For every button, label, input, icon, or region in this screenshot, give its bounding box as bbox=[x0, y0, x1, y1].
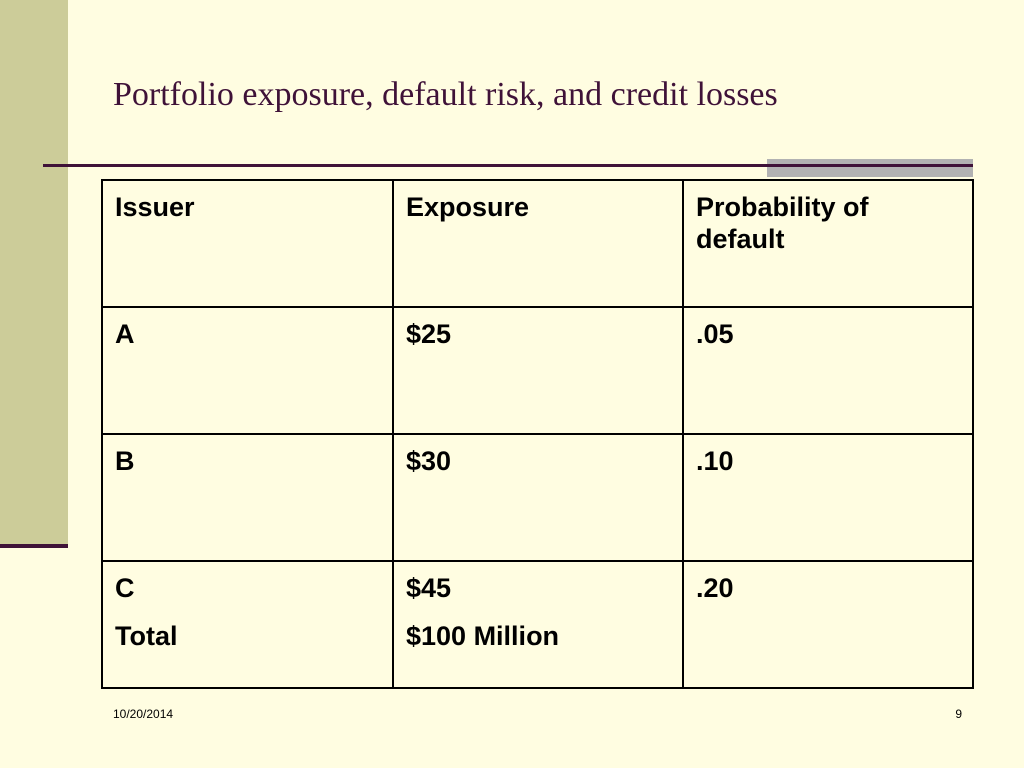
exposure-cell: $25 bbox=[392, 306, 684, 435]
exposure-cell: $45 $100 Million bbox=[392, 560, 684, 689]
total-label: Total bbox=[115, 621, 178, 651]
table-row: A $25 .05 bbox=[101, 306, 974, 435]
issuer-c-label: C bbox=[115, 573, 135, 603]
title-rule-accent bbox=[767, 159, 973, 177]
header-probability-of-default: Probability of default bbox=[682, 179, 974, 308]
exposure-c-value: $45 bbox=[406, 573, 452, 603]
exposure-cell: $30 bbox=[392, 433, 684, 562]
slide-title: Portfolio exposure, default risk, and cr… bbox=[113, 76, 778, 113]
title-rule bbox=[43, 164, 973, 167]
issuer-cell: C Total bbox=[101, 560, 394, 689]
header-issuer: Issuer bbox=[101, 179, 394, 308]
issuer-cell: B bbox=[101, 433, 394, 562]
exposure-table-container: Issuer Exposure Probability of default A… bbox=[101, 179, 974, 689]
footer-date: 10/20/2014 bbox=[113, 707, 174, 721]
page-number: 9 bbox=[955, 707, 962, 721]
total-exposure-value: $100 Million bbox=[406, 621, 560, 651]
probability-cell: .10 bbox=[682, 433, 974, 562]
left-band-rule bbox=[0, 544, 68, 548]
probability-cell: .20 bbox=[682, 560, 974, 689]
issuer-cell: A bbox=[101, 306, 394, 435]
table-header-row: Issuer Exposure Probability of default bbox=[101, 179, 974, 308]
exposure-table: Issuer Exposure Probability of default A… bbox=[101, 179, 974, 689]
header-exposure: Exposure bbox=[392, 179, 684, 308]
probability-cell: .05 bbox=[682, 306, 974, 435]
left-decorative-band bbox=[0, 0, 68, 546]
table-row: C Total $45 $100 Million .20 bbox=[101, 560, 974, 689]
table-row: B $30 .10 bbox=[101, 433, 974, 562]
